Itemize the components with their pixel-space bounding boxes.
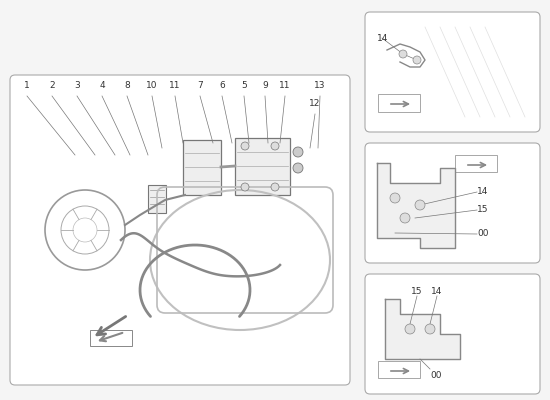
Text: 11: 11 [169,81,181,90]
Text: 6: 6 [219,81,225,90]
FancyBboxPatch shape [365,143,540,263]
Text: 4: 4 [99,81,105,90]
Text: 9: 9 [262,81,268,90]
Text: 7: 7 [197,81,203,90]
Bar [90,330,132,346]
FancyBboxPatch shape [365,12,540,132]
Circle shape [293,147,303,157]
Text: eurospares: eurospares [386,330,474,344]
Text: 00: 00 [477,228,488,238]
Circle shape [399,50,407,58]
Text: 14: 14 [477,186,488,196]
Circle shape [413,56,421,64]
Text: eurospares: eurospares [226,338,314,352]
Text: 15: 15 [411,287,423,296]
Text: eurospares: eurospares [46,41,134,55]
Text: 11: 11 [279,81,291,90]
Circle shape [390,193,400,203]
Text: 14: 14 [377,34,388,43]
Text: eurospares: eurospares [386,200,474,214]
Text: 14: 14 [431,287,443,296]
FancyBboxPatch shape [10,75,350,385]
Text: 15: 15 [477,204,488,214]
Text: 1: 1 [24,81,30,90]
Circle shape [271,142,279,150]
Bar [455,155,497,172]
Circle shape [425,324,435,334]
Circle shape [271,183,279,191]
Polygon shape [385,299,460,359]
Text: 13: 13 [314,81,326,90]
Circle shape [400,213,410,223]
Bar [235,138,290,195]
Text: 5: 5 [241,81,247,90]
Polygon shape [377,163,455,248]
Circle shape [293,163,303,173]
Text: 3: 3 [74,81,80,90]
Circle shape [415,200,425,210]
FancyBboxPatch shape [365,274,540,394]
Text: 00: 00 [430,371,442,380]
Circle shape [241,142,249,150]
Text: eurospares: eurospares [226,41,314,55]
Circle shape [241,183,249,191]
Text: 10: 10 [146,81,158,90]
Text: eurospares: eurospares [386,68,474,82]
Circle shape [405,324,415,334]
Bar [148,185,166,213]
Bar [183,140,221,195]
Text: 12: 12 [309,99,321,108]
Text: eurospares: eurospares [46,338,134,352]
Bar [378,94,420,112]
Text: 2: 2 [49,81,55,90]
Bar [378,361,420,378]
Text: 8: 8 [124,81,130,90]
